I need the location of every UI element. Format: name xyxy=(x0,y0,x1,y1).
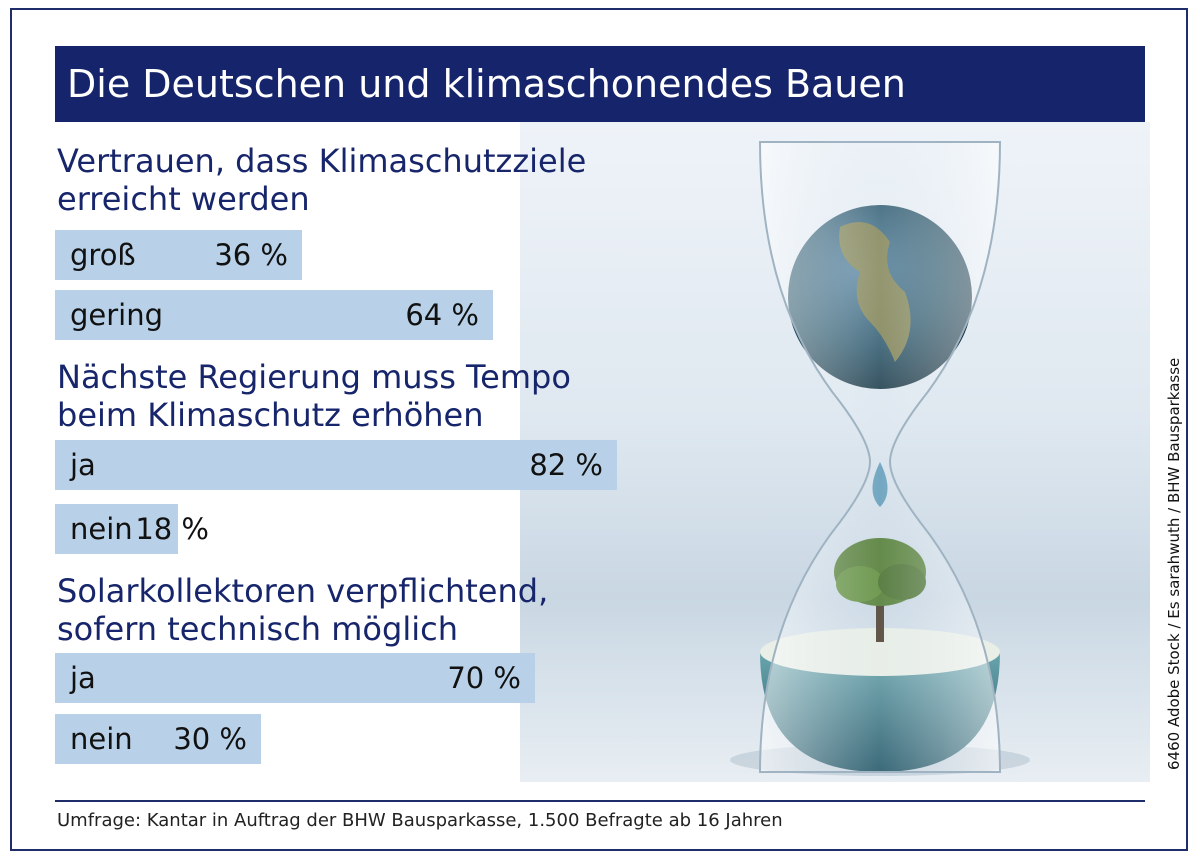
bar-value-label: 70 % xyxy=(447,661,521,695)
question-line: Solarkollektoren verpflichtend, xyxy=(57,572,549,610)
bar-category-label: nein xyxy=(70,722,133,756)
photo-credit: 6460 Adobe Stock / Es sarahwuth / BHW Ba… xyxy=(1165,357,1183,770)
question-line: Vertrauen, dass Klimaschutzziele xyxy=(57,142,587,180)
bar xyxy=(55,504,178,554)
bar-value-label: 82 % xyxy=(529,448,603,482)
bar-value-label: 30 % xyxy=(173,722,247,756)
bar-category-label: ja xyxy=(70,661,96,695)
bar-category-label: gering xyxy=(70,298,164,332)
chart-title: Die Deutschen und klimaschonendes Bauen xyxy=(55,46,1145,122)
bar xyxy=(55,440,617,490)
question-line: sofern technisch möglich xyxy=(57,610,458,648)
bar-category-label: ja xyxy=(70,448,96,482)
bar-category-label: nein xyxy=(70,512,133,546)
bar-value-label: 36 % xyxy=(214,238,288,272)
hourglass-earth-tree-illustration xyxy=(730,141,1030,776)
question-line: erreicht werden xyxy=(57,180,310,218)
bar xyxy=(55,714,261,764)
question-heading: Nächste Regierung muss Tempo beim Klimasc… xyxy=(57,358,571,434)
question-heading: Vertrauen, dass Klimaschutzziele erreicht… xyxy=(57,142,586,218)
question-heading: Solarkollektoren verpflichtend, sofern te… xyxy=(57,572,548,648)
bar-category-label: groß xyxy=(70,238,136,272)
source-footnote: Umfrage: Kantar in Auftrag der BHW Bausp… xyxy=(57,810,783,831)
bar-value-label: 18 % xyxy=(135,512,209,546)
question-line: beim Klimaschutz erhöhen xyxy=(57,396,484,434)
bar xyxy=(55,653,535,703)
bar-value-label: 64 % xyxy=(405,298,479,332)
footer-divider xyxy=(55,800,1145,802)
bar xyxy=(55,230,302,280)
question-line: Nächste Regierung muss Tempo xyxy=(57,358,571,396)
bar xyxy=(55,290,493,340)
